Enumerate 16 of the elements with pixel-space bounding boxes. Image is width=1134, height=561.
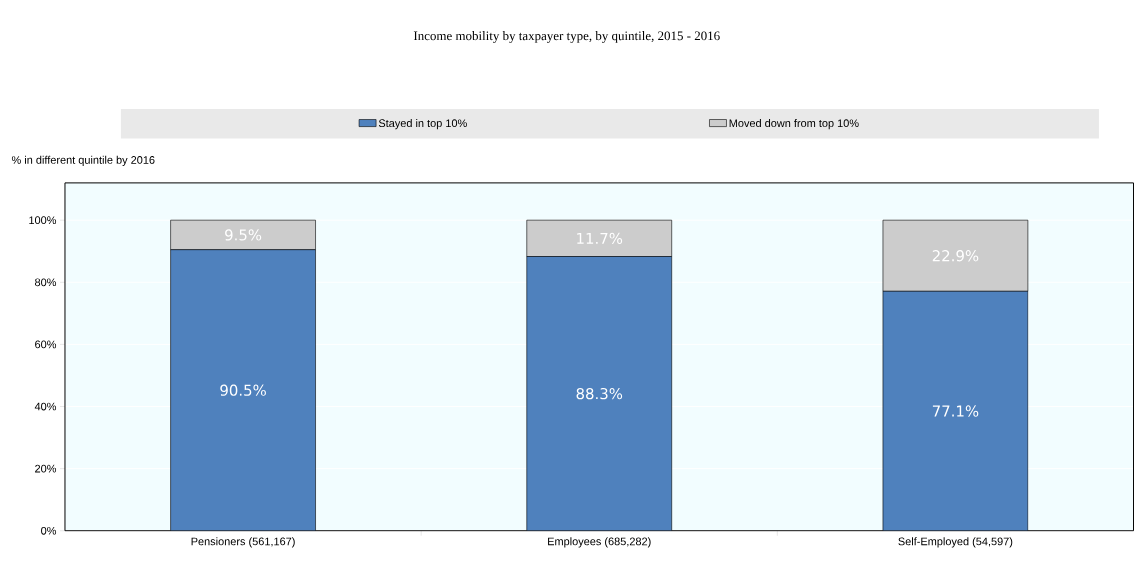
y-tick-label: 80%	[35, 278, 57, 287]
y-tick-label: 0%	[41, 527, 57, 535]
y-tick-label: 40%	[34, 402, 57, 411]
y-tick-label: 60%	[35, 340, 57, 349]
legend-label: Moved down from top 10%	[729, 119, 859, 130]
x-tick-label: Employees (685,282)	[548, 537, 651, 548]
chart-title: Income mobility by taxpayer type, by quintile, 2015 - 2016	[413, 31, 720, 43]
legend-label: Stayed in top 10%	[378, 119, 467, 130]
y-tick-label: 20%	[35, 464, 57, 473]
data-label: 77.1%	[932, 405, 979, 417]
data-label: 88.3%	[576, 388, 623, 400]
x-tick-label: Pensioners (561,167)	[191, 537, 295, 548]
data-label: 90.5%	[220, 384, 266, 396]
y-tick-label: 100%	[29, 216, 57, 225]
y-axis-title: % in different quintile by 2016	[11, 155, 155, 167]
x-tick-label: Self-Employed (54,597)	[898, 537, 1013, 548]
